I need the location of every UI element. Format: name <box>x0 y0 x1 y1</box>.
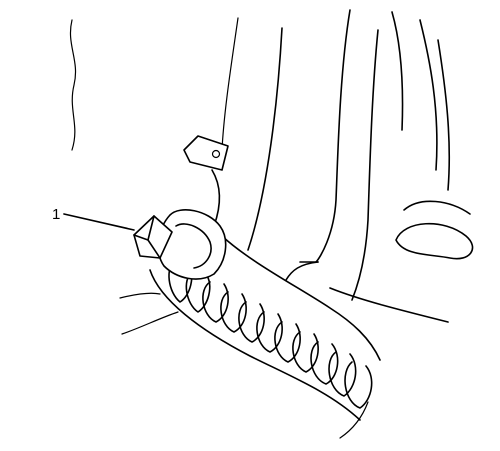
hanging-tag <box>183 135 229 227</box>
body-panel-contours <box>69 9 474 323</box>
connector <box>133 209 227 280</box>
callout-number-1: 1 <box>52 206 60 223</box>
corrugated-conduit <box>119 235 381 439</box>
callout-leader-line <box>63 213 135 231</box>
callout-1: 1 <box>52 206 135 231</box>
